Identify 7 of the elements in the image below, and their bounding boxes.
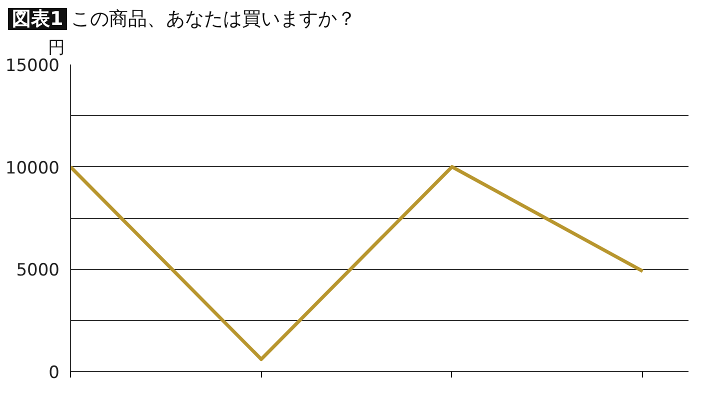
chart-title: この商品、あなたは買いますか？ — [71, 8, 356, 30]
y-tick-label: 0 — [48, 363, 60, 383]
y-axis-title: 円 — [48, 37, 65, 58]
y-tick-label: 10000 — [5, 158, 60, 178]
y-tick-label: 15000 — [5, 56, 60, 76]
y-tick-label: 5000 — [16, 260, 60, 281]
text: 図表1 — [8, 8, 68, 30]
